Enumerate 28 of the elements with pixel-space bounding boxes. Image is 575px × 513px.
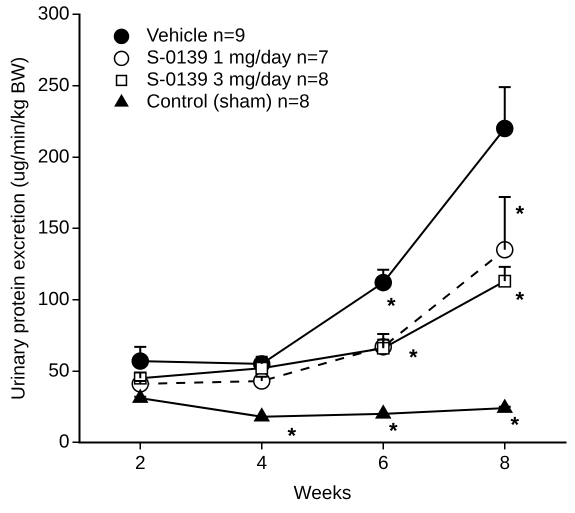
y-tick-label: 250	[38, 74, 70, 96]
annotation: *	[386, 292, 396, 318]
point	[374, 274, 392, 292]
annotation: *	[515, 200, 524, 226]
y-axis-title: Urinary protein excretion (ug/min/kg BW)	[8, 56, 30, 400]
y-tick-label: 150	[38, 218, 70, 239]
y-tick-label: 100	[38, 288, 70, 310]
annotation: *	[287, 422, 296, 448]
x-tick-label: 6	[378, 453, 389, 474]
annotation: *	[510, 412, 520, 438]
legend-label: S-0139 3 mg/day n=8	[146, 70, 329, 91]
x-tick-label: 2	[134, 453, 146, 474]
point	[496, 241, 514, 259]
y-tick-label: 200	[38, 146, 70, 168]
x-tick-label: 8	[499, 453, 510, 474]
annotation: *	[388, 418, 398, 443]
legend-label: Control (sham) n=8	[146, 92, 310, 113]
y-tick-label: 0	[58, 432, 70, 453]
point	[496, 120, 514, 138]
legend-label: Vehicle n=9	[146, 26, 246, 47]
annotation: *	[515, 287, 524, 312]
x-tick-label: 4	[256, 453, 268, 474]
legend-label: S-0139 1 mg/day n=7	[146, 48, 329, 69]
annotation: *	[408, 344, 418, 370]
y-tick-label: 50	[48, 360, 70, 382]
x-axis-title: Weeks	[294, 482, 352, 504]
y-tick-label: 300	[38, 4, 70, 25]
point	[132, 352, 149, 370]
